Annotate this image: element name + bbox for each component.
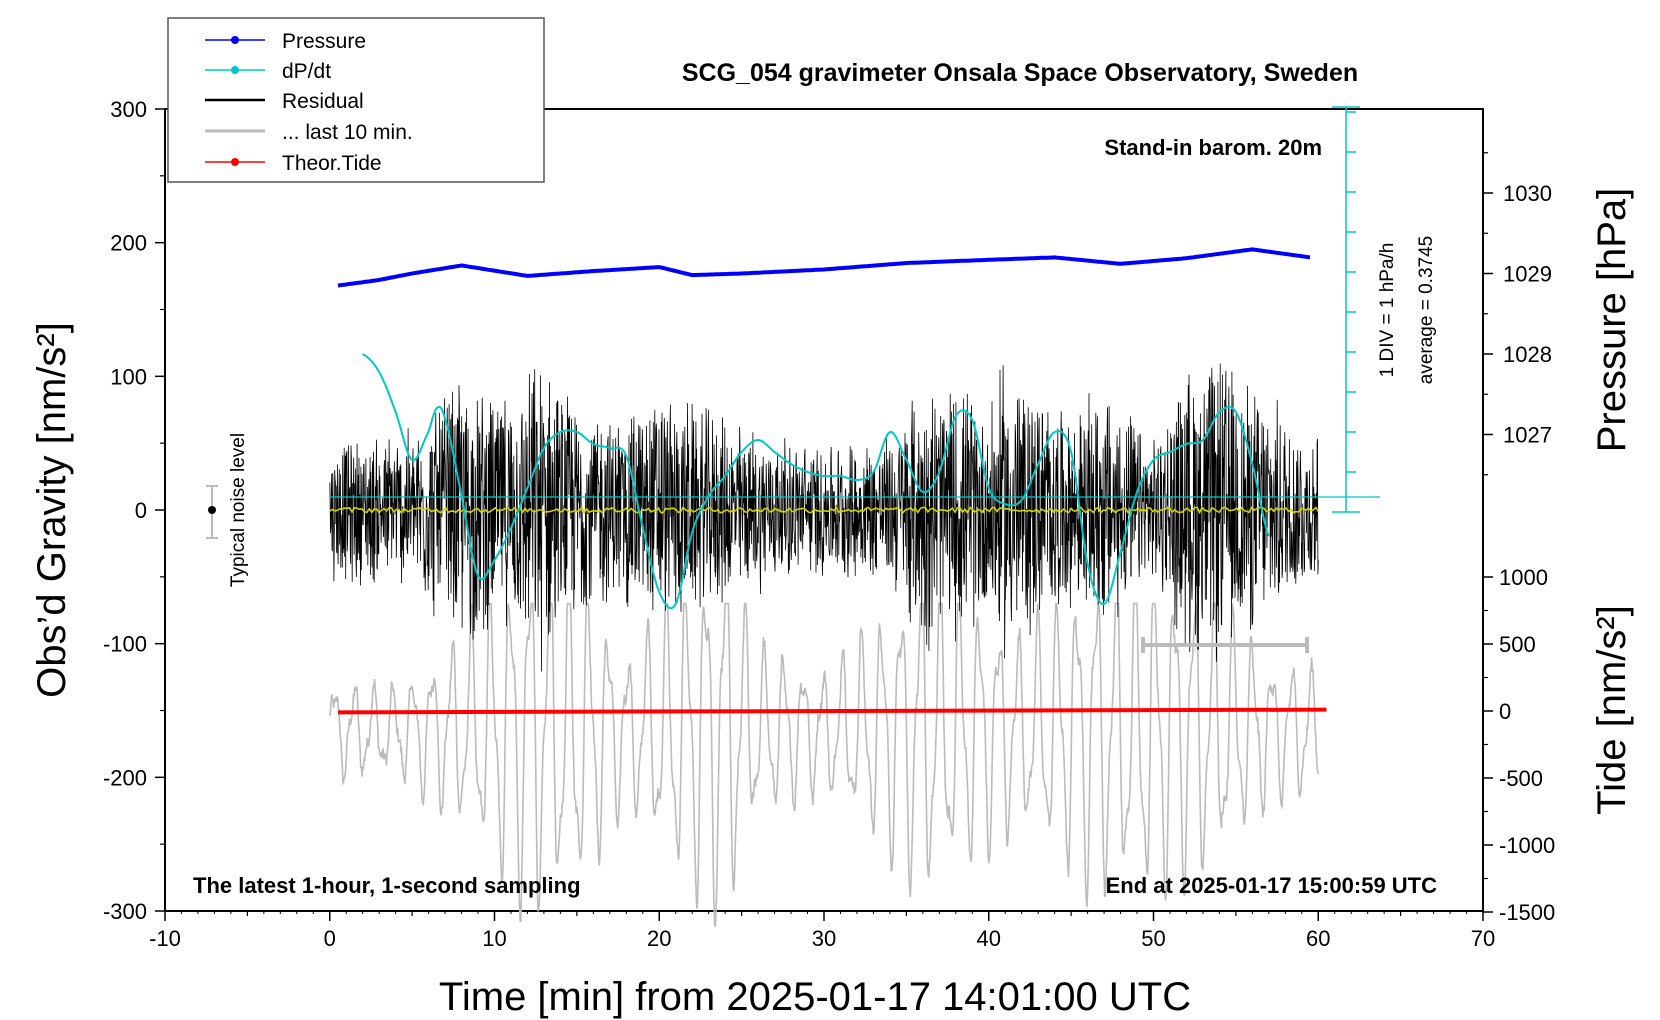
pressure-tick-label: 1027 [1503, 423, 1552, 448]
y-tick-label: -200 [103, 765, 147, 790]
pressure-tick-label: 1029 [1503, 262, 1552, 287]
x-tick-label: 60 [1306, 926, 1330, 951]
pressure-line [337, 247, 1311, 288]
y-tick-label: -300 [103, 899, 147, 924]
residual-line [329, 363, 1319, 672]
svg-text:... last 10 min.: ... last 10 min. [282, 121, 413, 144]
pressure-tick-label: 1030 [1503, 181, 1552, 206]
last-10-min-line [329, 602, 1320, 928]
pressure-axis-label: Pressure [hPa] [1590, 188, 1634, 453]
series-residual [329, 363, 1319, 672]
tide-tick-label: -1000 [1499, 833, 1555, 858]
tide-axis-ticks: 1000 500 0 -500 -1000 -1500 [1483, 565, 1555, 925]
x-tick-label: 50 [1141, 926, 1165, 951]
dpdt-line [362, 353, 1270, 610]
bottom-right-note: End at 2025-01-17 15:00:59 UTC [1106, 873, 1437, 898]
noise-level-marker [206, 485, 218, 539]
legend-item-residual: Residual [205, 90, 364, 113]
svg-text:dP/dt: dP/dt [282, 60, 331, 83]
tide-tick-label: -500 [1499, 766, 1543, 791]
tide-tick-label: 1000 [1499, 565, 1548, 590]
barometer-note: Stand-in barom. 20m [1104, 135, 1322, 160]
svg-text:Pressure: Pressure [282, 30, 366, 53]
svg-text:Residual: Residual [282, 90, 364, 113]
legend-item-last-10-min: ... last 10 min. [205, 121, 413, 144]
series-pressure [337, 247, 1311, 288]
series-last-10-min [329, 602, 1320, 928]
x-tick-label: 20 [647, 926, 671, 951]
legend-item-dpdt: dP/dt [205, 60, 331, 83]
series-dpdt [329, 353, 1380, 610]
tide-axis-label: Tide [nm/s²] [1590, 605, 1634, 815]
y-tick-label: 200 [110, 231, 147, 256]
legend-item-pressure: Pressure [205, 30, 366, 53]
legend: Pressure dP/dt Residual ... last 10 min.… [167, 17, 545, 183]
y-tick-label: -100 [103, 632, 147, 657]
x-tick-label: 10 [482, 926, 506, 951]
y-tick-label: 0 [135, 498, 147, 523]
tide-tick-label: -1500 [1499, 900, 1555, 925]
bottom-left-note: The latest 1-hour, 1-second sampling [193, 873, 581, 898]
noise-level-label: Typical noise level [228, 433, 249, 587]
time-window-bar [1141, 637, 1309, 653]
pressure-axis-ticks: 1030 1029 1028 1027 [1483, 152, 1552, 476]
dpdt-average-label: average = 0.3745 [1416, 236, 1437, 384]
x-tick-label: 30 [812, 926, 836, 951]
legend-item-theor-tide: Theor.Tide [205, 152, 382, 175]
left-axis-label: Obs’d Gravity [nm/s²] [30, 322, 74, 698]
theor-tide-line [337, 707, 1327, 715]
y-tick-label: 300 [110, 97, 147, 122]
tide-tick-label: 0 [1499, 699, 1511, 724]
y-tick-label: 100 [110, 364, 147, 389]
dpdt-scale-label: 1 DIV = 1 hPa/h [1377, 243, 1398, 378]
dpdt-scale-bar [1332, 106, 1360, 513]
x-tick-label: 70 [1471, 926, 1495, 951]
x-tick-label: 40 [977, 926, 1001, 951]
left-axis-ticks: 300 200 100 0 -100 -200 -300 [103, 97, 165, 924]
svg-text:Theor.Tide: Theor.Tide [282, 152, 382, 175]
x-axis-label: Time [min] from 2025-01-17 14:01:00 UTC [439, 975, 1191, 1019]
x-tick-label: 0 [324, 926, 336, 951]
series-theor-tide [337, 707, 1327, 715]
tide-tick-label: 500 [1499, 632, 1536, 657]
residual-mean-line [329, 505, 1319, 515]
x-tick-label: -10 [149, 926, 181, 951]
x-axis-ticks: -10 0 10 20 30 40 50 60 70 [149, 911, 1495, 951]
chart-title: SCG_054 gravimeter Onsala Space Observat… [682, 59, 1358, 87]
pressure-tick-label: 1028 [1503, 342, 1552, 367]
